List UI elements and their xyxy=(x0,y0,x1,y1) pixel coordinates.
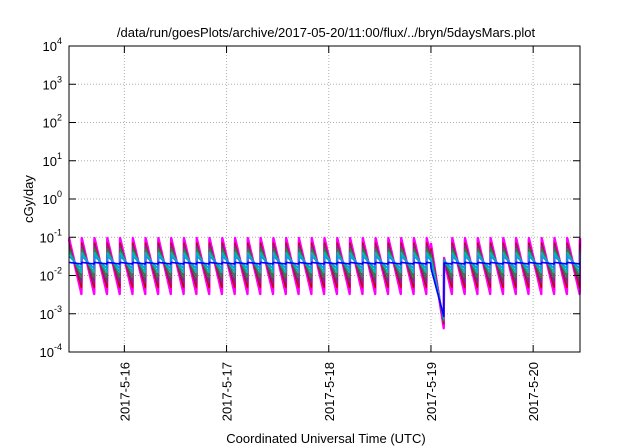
y-tick-label: 10-3 xyxy=(40,304,62,322)
chart-title: /data/run/goesPlots/archive/2017-05-20/1… xyxy=(117,25,536,40)
x-tick-label: 2017-5-20 xyxy=(526,362,541,421)
x-tick-label: 2017-5-19 xyxy=(424,362,439,421)
y-tick-label: 102 xyxy=(43,113,62,131)
data-series xyxy=(67,236,582,330)
y-tick-label: 10-4 xyxy=(40,342,62,360)
y-axis-ticks: 10-4 10-3 10-2 10-1 100 101 102 103 104 xyxy=(40,36,580,360)
y-tick-label: 100 xyxy=(43,189,62,207)
x-tick-label: 2017-5-16 xyxy=(117,362,132,421)
y-tick-label: 104 xyxy=(43,36,62,54)
series-line xyxy=(68,261,581,317)
x-tick-label: 2017-5-18 xyxy=(322,362,337,421)
y-tick-label: 10-2 xyxy=(40,266,62,284)
x-axis-label: Coordinated Universal Time (UTC) xyxy=(226,431,425,446)
y-tick-label: 10-1 xyxy=(40,227,62,245)
plot-frame xyxy=(68,45,581,353)
y-axis-label: cGy/day xyxy=(21,175,36,223)
y-tick-label: 101 xyxy=(43,151,62,169)
y-tick-label: 103 xyxy=(43,74,62,92)
grid xyxy=(69,46,580,352)
x-tick-label: 2017-5-17 xyxy=(220,362,235,421)
x-axis-ticks: 2017-5-16 2017-5-17 2017-5-18 2017-5-19 2017… xyxy=(117,46,541,421)
series-line xyxy=(68,255,581,319)
